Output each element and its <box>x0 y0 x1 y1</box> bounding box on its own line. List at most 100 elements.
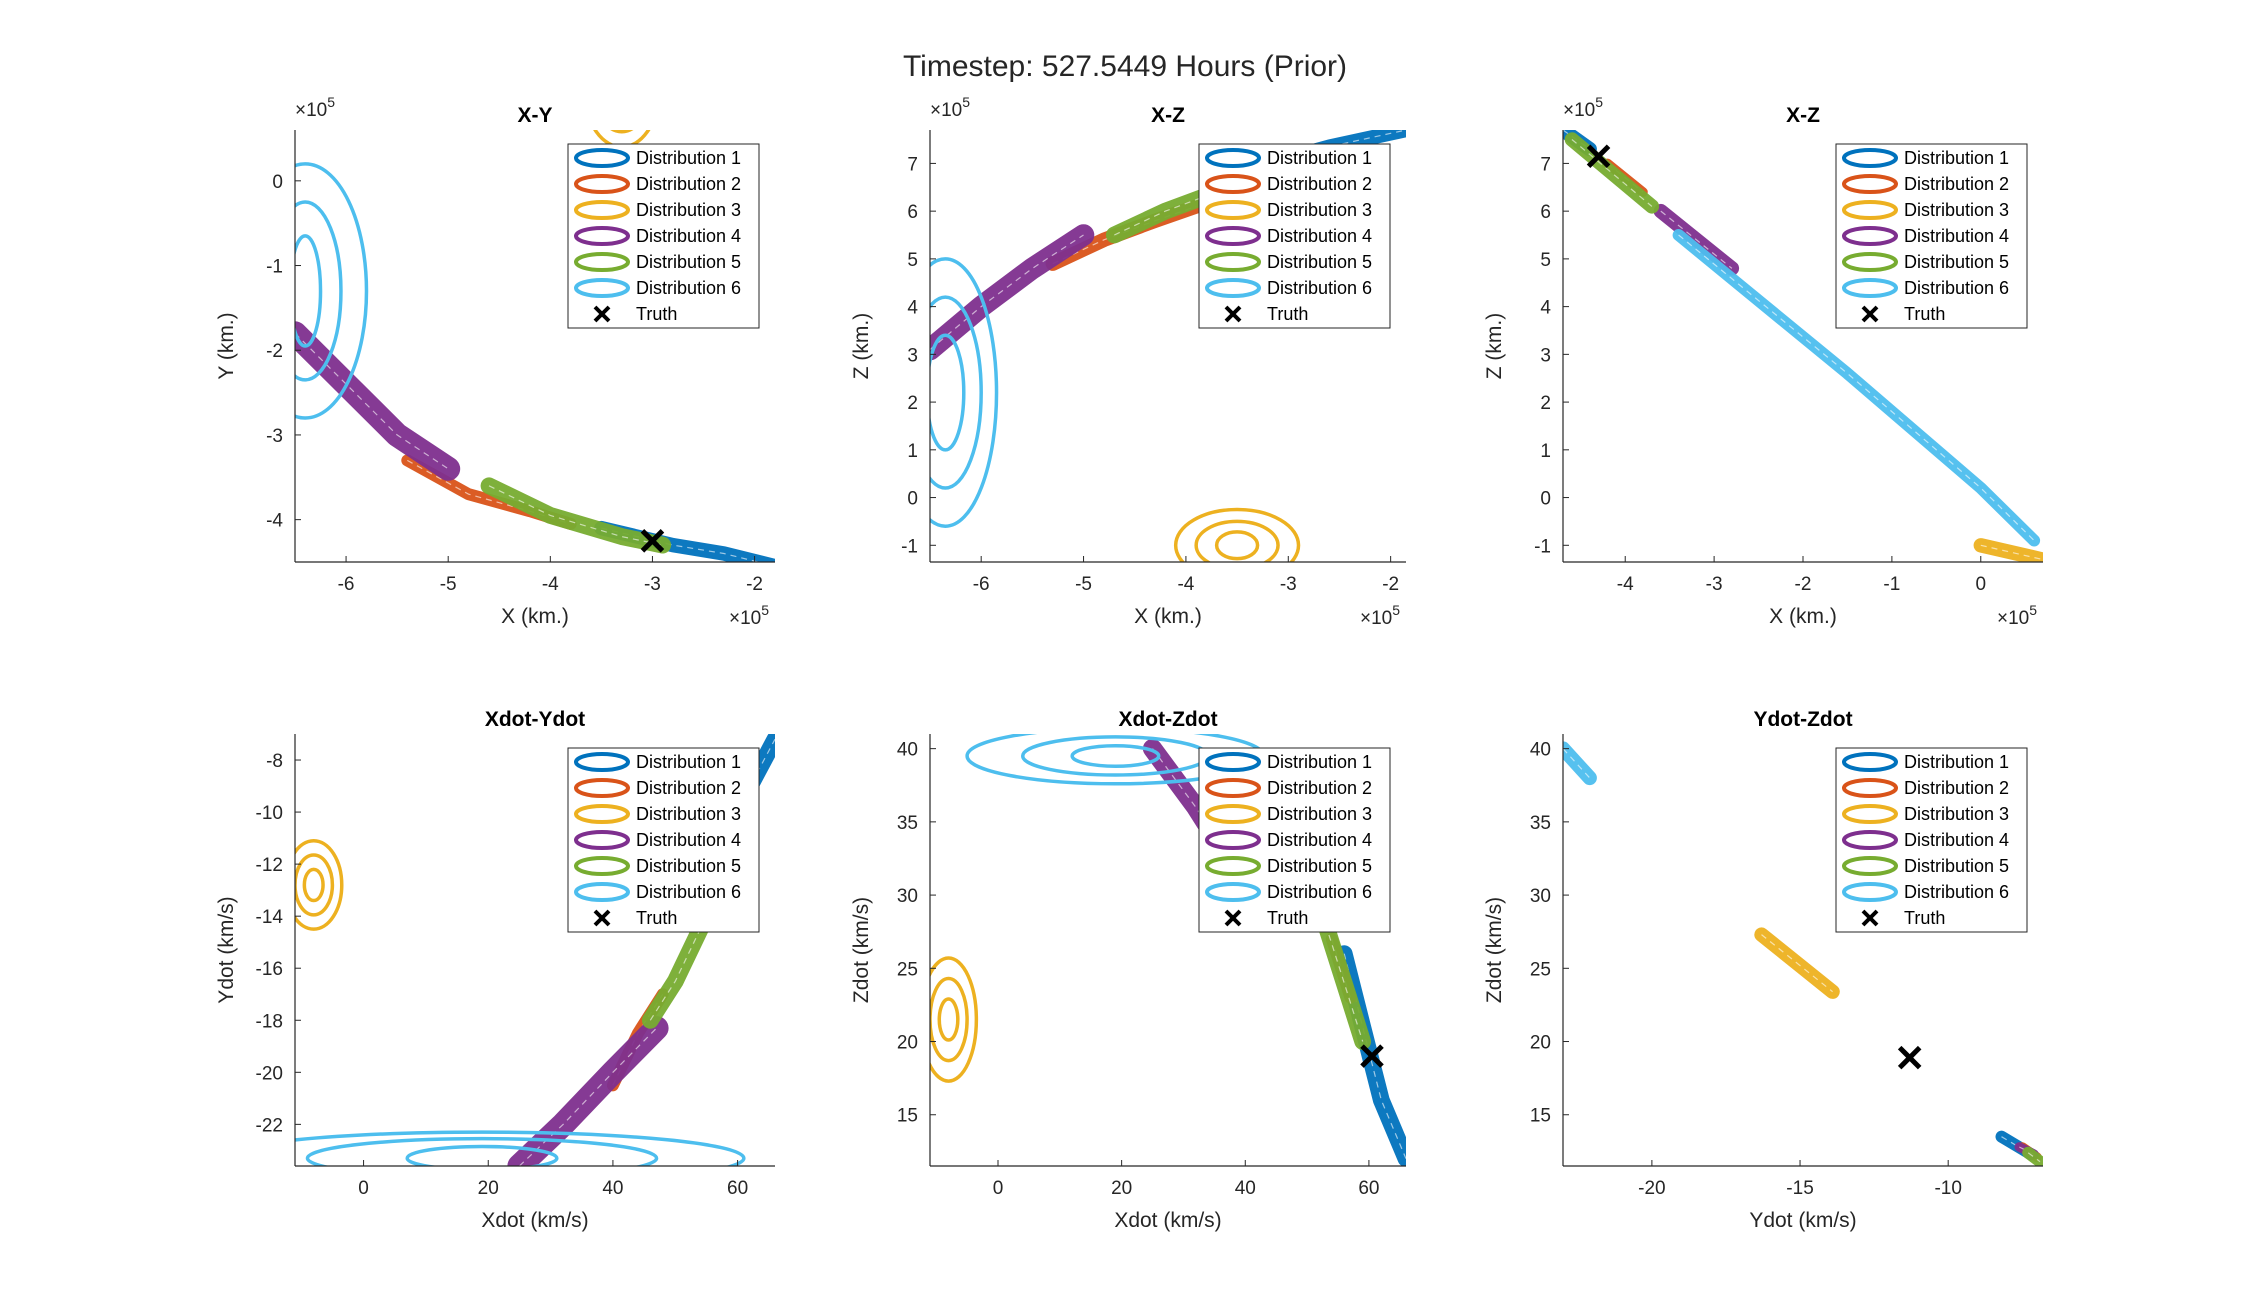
legend-entry: Distribution 5 <box>636 252 741 272</box>
legend-entry: Distribution 5 <box>1904 856 2009 876</box>
x-exponent-power: 5 <box>761 602 769 618</box>
x-tick-label: -5 <box>1075 574 1092 595</box>
band-center-distribution-6 <box>1563 748 1591 779</box>
legend-swatch-icon <box>574 226 630 246</box>
legend-swatch-icon <box>1205 752 1261 772</box>
y-tick-label: 5 <box>1540 250 1551 271</box>
band-center-distribution-1 <box>2001 1136 2032 1155</box>
contour-distribution-3 <box>937 997 960 1042</box>
y-axis-label: Zdot (km/s) <box>1483 897 1506 1003</box>
legend-truth-icon <box>1224 305 1242 323</box>
legend-swatch-icon <box>1842 804 1898 824</box>
legend-swatch-icon <box>1842 252 1898 272</box>
band-center-distribution-3 <box>1761 934 1833 993</box>
y-tick-label: 15 <box>897 1106 918 1127</box>
y-tick-label: 40 <box>1530 740 1551 761</box>
x-tick-label: -1 <box>1883 574 1900 595</box>
legend-entry: Distribution 3 <box>636 804 741 824</box>
legend-entry: Truth <box>1904 304 1945 324</box>
figure-title: Timestep: 527.5449 Hours (Prior) <box>902 50 1348 83</box>
x-exponent-label: ×105 <box>729 602 769 629</box>
truth-marker-stroke <box>1360 1044 1384 1068</box>
band-center-distribution-4 <box>1152 748 1234 867</box>
band-distribution-4 <box>930 224 1095 361</box>
contour-distribution-6 <box>1020 735 1210 777</box>
x-tick-label: -6 <box>973 574 990 595</box>
contour-distribution-3 <box>930 976 969 1063</box>
y-tick-label: 1 <box>1540 441 1551 462</box>
legend: Distribution 1 Distribution 2 Distribution… <box>1835 747 2028 933</box>
y-axis-label: Ydot (km/s) <box>215 896 238 1003</box>
band-center-distribution-6 <box>1678 234 2035 541</box>
x-tick-label: -4 <box>1177 574 1194 595</box>
legend-entry: Distribution 1 <box>1267 752 1372 772</box>
legend-entry: Distribution 5 <box>1267 856 1372 876</box>
plot-title: X-Z <box>1786 104 1820 127</box>
contour-distribution-6 <box>405 1144 559 1166</box>
band-center-distribution-4 <box>1660 210 1733 269</box>
y-tick-label: -16 <box>256 959 283 980</box>
legend-entry: Distribution 3 <box>1267 804 1372 824</box>
subplot-4: 0 20 40 60 -8 -10 -12 -14 -16 -18 -20 -22 Xdot (km/s… <box>215 708 775 1232</box>
x-tick-label: -2 <box>746 574 763 595</box>
legend-entry: Distribution 6 <box>1267 278 1372 298</box>
legend-truth-icon <box>1224 909 1242 927</box>
y-tick-label: 25 <box>897 959 918 980</box>
legend: Distribution 1 Distribution 2 Distribution… <box>1198 143 1391 329</box>
subplot-1: -6 -5 -4 -3 -2 0 -1 -2 -3 -4 ×105 ×105 X (km.) Y (km.… <box>215 94 775 629</box>
legend-entry: Truth <box>1267 908 1308 928</box>
contour-distribution-6 <box>305 1136 659 1166</box>
y-tick-label: 40 <box>897 740 918 761</box>
legend-entry: Distribution 4 <box>636 226 741 246</box>
y-tick-label: -4 <box>266 511 283 532</box>
contour-distribution-3 <box>295 853 335 917</box>
x-tick-label: -5 <box>440 574 457 595</box>
legend-entry: Distribution 5 <box>1267 252 1372 272</box>
legend-swatch-icon <box>1842 148 1898 168</box>
x-axis-label: X (km.) <box>1769 605 1837 628</box>
legend-entry: Distribution 1 <box>636 148 741 168</box>
legend-entry: Distribution 2 <box>1904 778 2009 798</box>
truth-marker <box>1586 144 1611 169</box>
band-distribution-5 <box>641 920 709 1029</box>
legend-swatch-icon <box>1205 278 1261 298</box>
y-tick-label: 35 <box>1530 813 1551 834</box>
y-tick-label: 20 <box>897 1033 918 1054</box>
legend-swatch-icon <box>574 804 630 824</box>
legend-entry: Distribution 2 <box>1904 174 2009 194</box>
legend-entry: Distribution 4 <box>1904 830 2009 850</box>
legend-entry: Distribution 2 <box>636 778 741 798</box>
x-tick-label: -20 <box>1638 1178 1665 1199</box>
plot-data <box>1563 130 2043 562</box>
x-tick-label: 20 <box>1111 1178 1132 1199</box>
y-tick-label: 35 <box>897 813 918 834</box>
x-axis-label: X (km.) <box>1134 605 1202 628</box>
y-tick-label: 0 <box>1540 489 1551 510</box>
legend-swatch-icon <box>574 252 630 272</box>
band-distribution-5 <box>480 477 672 554</box>
legend-swatch-icon <box>1842 882 1898 902</box>
legend-truth-icon <box>1861 909 1879 927</box>
contour-distribution-6 <box>295 200 343 382</box>
x-axis-label: X (km.) <box>501 605 569 628</box>
legend-swatch-icon <box>1842 278 1898 298</box>
band-center-distribution-5 <box>488 485 663 546</box>
x-tick-label: -4 <box>542 574 559 595</box>
y-tick-label: -18 <box>256 1011 283 1032</box>
y-tick-label: -2 <box>266 341 283 362</box>
y-tick-label: 3 <box>1540 345 1551 366</box>
x-tick-label: -3 <box>1280 574 1297 595</box>
y-exponent-power: 5 <box>327 94 335 110</box>
legend-swatch-icon <box>1205 830 1261 850</box>
contour-distribution-6 <box>295 162 369 420</box>
y-tick-label: -20 <box>256 1063 283 1084</box>
y-exponent-label: ×105 <box>930 94 970 121</box>
y-exponent-power: 5 <box>1595 94 1603 110</box>
y-tick-label: 7 <box>907 154 918 175</box>
truth-marker-stroke <box>1586 144 1611 169</box>
legend-swatch-icon <box>1205 174 1261 194</box>
band-center-distribution-5 <box>2027 1152 2041 1163</box>
y-tick-label: -12 <box>256 855 283 876</box>
contour-distribution-6 <box>1070 743 1161 768</box>
y-exponent-label: ×105 <box>295 94 335 121</box>
